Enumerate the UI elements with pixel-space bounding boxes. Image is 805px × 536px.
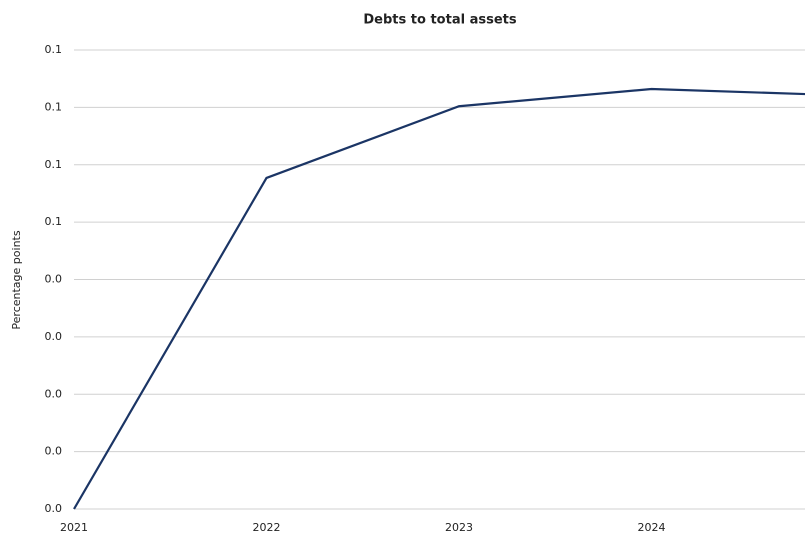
y-tick-label: 0.0 — [45, 445, 63, 458]
y-tick-label: 0.1 — [45, 158, 63, 171]
y-tick-label: 0.1 — [45, 215, 63, 228]
y-tick-label: 0.1 — [45, 100, 63, 113]
y-axis-label: Percentage points — [10, 230, 23, 329]
x-tick-label: 2022 — [253, 521, 281, 534]
y-tick-label: 0.1 — [45, 43, 63, 56]
x-tick-label: 2023 — [445, 521, 473, 534]
x-tick-label: 2021 — [60, 521, 88, 534]
chart-title: Debts to total assets — [363, 13, 516, 28]
line-series — [73, 87, 805, 510]
x-tick-label: 2024 — [638, 521, 666, 534]
y-tick-label: 0.0 — [45, 330, 63, 343]
y-tick-label: 0.0 — [45, 387, 63, 400]
y-tick-label: 0.0 — [45, 502, 63, 515]
y-tick-label: 0.0 — [45, 273, 63, 286]
